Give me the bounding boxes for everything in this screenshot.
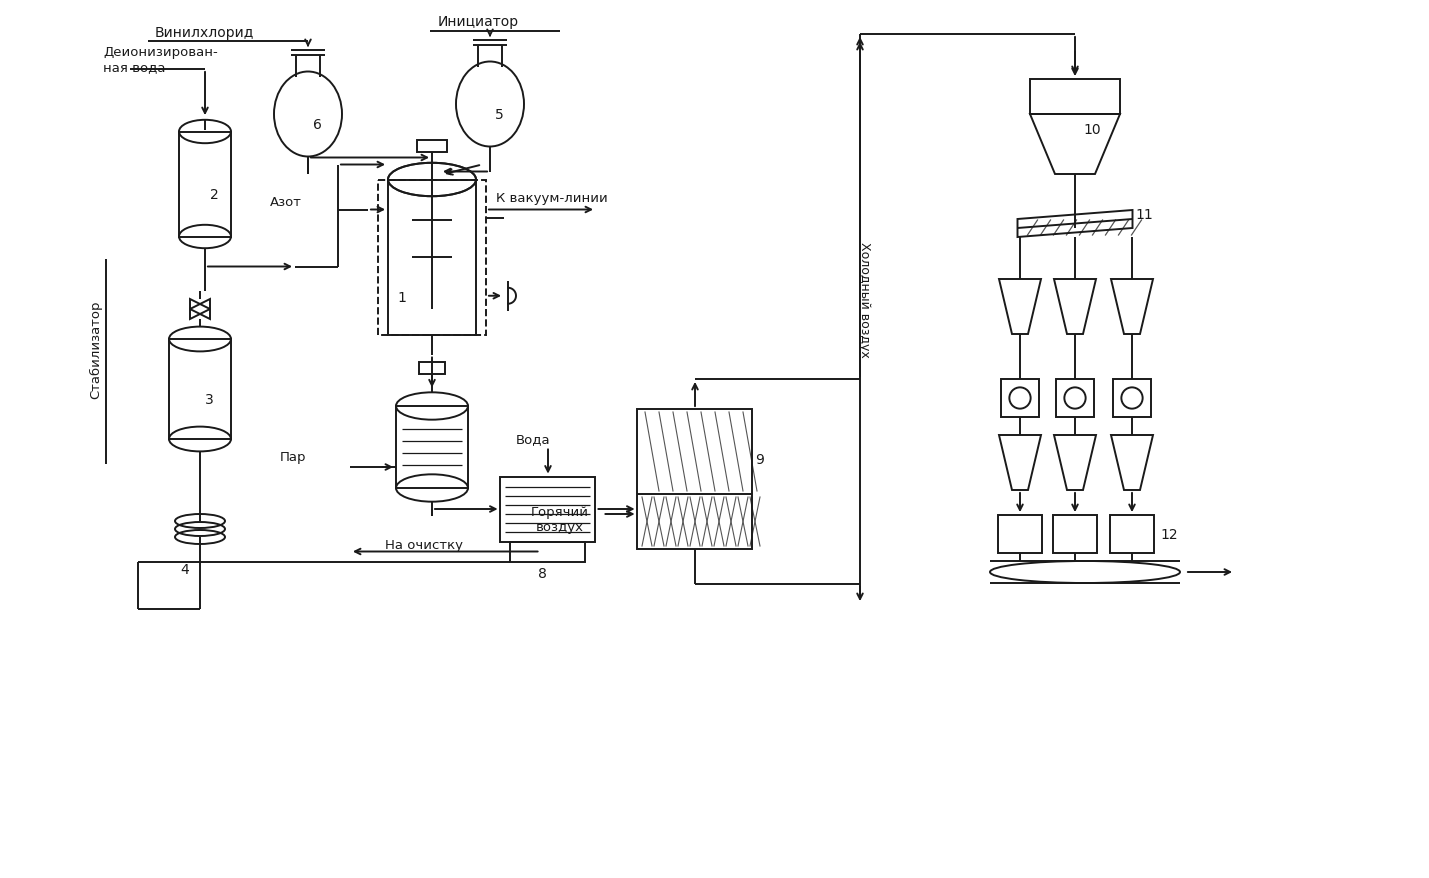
Text: Холодный воздух: Холодный воздух bbox=[859, 241, 872, 357]
Text: 3: 3 bbox=[204, 392, 214, 407]
Text: Пар: Пар bbox=[280, 451, 306, 464]
Text: 6: 6 bbox=[313, 118, 322, 132]
Text: Горячий
воздух: Горячий воздух bbox=[530, 506, 589, 534]
Text: 4: 4 bbox=[180, 563, 189, 576]
Bar bbox=[637, 409, 753, 550]
Text: Инициатор: Инициатор bbox=[439, 15, 519, 29]
Text: 8: 8 bbox=[537, 567, 547, 581]
Text: Винилхлорид: Винилхлорид bbox=[154, 26, 254, 40]
Text: 12: 12 bbox=[1160, 528, 1177, 542]
Bar bbox=[1056, 379, 1095, 418]
Text: 1: 1 bbox=[397, 291, 406, 305]
Bar bbox=[1030, 80, 1120, 115]
Text: Вода: Вода bbox=[516, 433, 550, 445]
Bar bbox=[396, 407, 469, 488]
Text: 11: 11 bbox=[1136, 208, 1153, 222]
Bar bbox=[379, 180, 486, 335]
Bar bbox=[179, 133, 231, 237]
Text: 9: 9 bbox=[756, 452, 765, 466]
Text: Стабилизатор: Стабилизатор bbox=[90, 300, 103, 399]
Bar bbox=[1113, 379, 1150, 418]
Bar bbox=[1053, 515, 1097, 553]
Bar bbox=[417, 140, 447, 152]
Bar bbox=[1110, 515, 1155, 553]
Text: 2: 2 bbox=[210, 188, 219, 202]
Bar bbox=[510, 542, 586, 562]
Text: 5: 5 bbox=[494, 108, 504, 122]
Bar bbox=[419, 363, 444, 375]
Bar bbox=[169, 340, 231, 440]
Text: 10: 10 bbox=[1083, 123, 1100, 137]
Bar bbox=[1000, 379, 1039, 418]
Bar bbox=[997, 515, 1042, 553]
Bar bbox=[500, 477, 596, 542]
Text: К вакуум-линии: К вакуум-линии bbox=[496, 191, 607, 205]
Text: Деионизирован-
ная вода: Деионизирован- ная вода bbox=[103, 46, 217, 74]
Bar bbox=[389, 180, 476, 335]
Text: На очистку: На очистку bbox=[384, 538, 463, 551]
Text: Азот: Азот bbox=[270, 196, 302, 209]
